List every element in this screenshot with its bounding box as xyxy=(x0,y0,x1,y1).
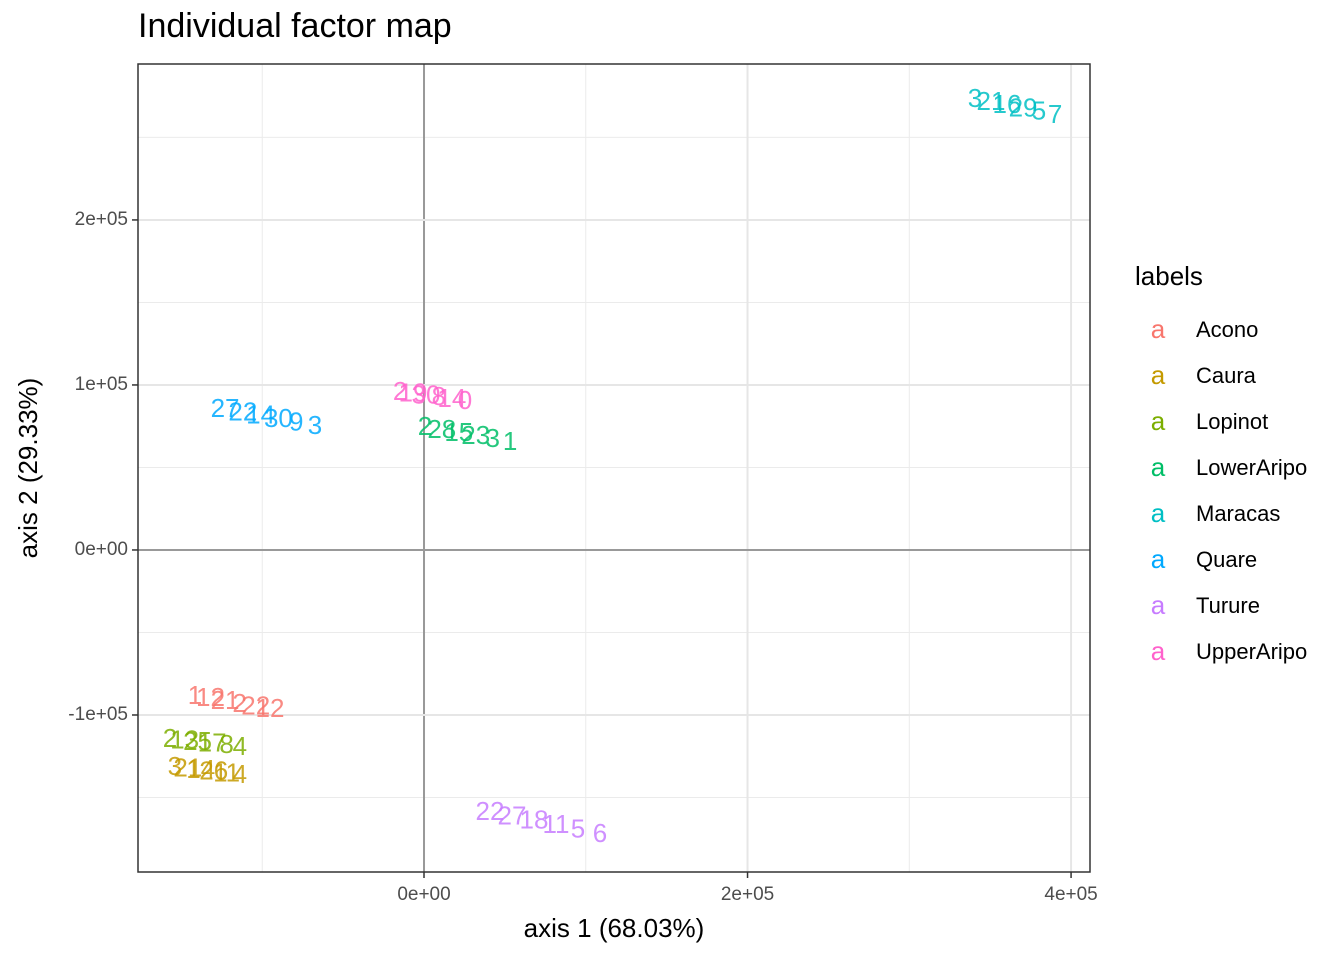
point-label: 29 xyxy=(1009,92,1038,122)
legend-key: a xyxy=(1151,314,1166,344)
point-label: 0 xyxy=(458,385,472,415)
point-label: 16 xyxy=(993,89,1022,119)
y-tick-label: -1e+05 xyxy=(68,704,128,725)
point-label: 12 xyxy=(196,682,225,712)
point-label: 30 xyxy=(411,379,440,409)
y-axis-title: axis 2 (29.33%) xyxy=(13,378,43,559)
point-label: 3 xyxy=(168,751,182,781)
y-tick-label: 1e+05 xyxy=(75,374,128,395)
point-label: 1 xyxy=(503,426,517,456)
point-label: 22 xyxy=(241,690,270,720)
point-label: 27 xyxy=(211,393,240,423)
point-label: 5 xyxy=(571,813,585,843)
point-label: 21 xyxy=(977,86,1006,116)
legend-label: UpperAripo xyxy=(1196,639,1307,664)
point-label: 14 xyxy=(186,754,215,784)
legend-label: LowerAripo xyxy=(1196,455,1307,480)
point-label: 2 xyxy=(393,376,407,406)
x-tick-label: 2e+05 xyxy=(721,884,774,905)
y-tick-label: 0e+00 xyxy=(75,539,128,560)
point-label: 1 xyxy=(188,680,202,710)
legend-key: a xyxy=(1151,590,1166,620)
point-label: 26 xyxy=(199,756,228,786)
x-axis-title: axis 1 (68.03%) xyxy=(524,913,705,943)
point-label: 7 xyxy=(1048,99,1062,129)
point-label: 8 xyxy=(432,381,446,411)
point-label: 2 xyxy=(418,411,432,441)
point-label: 25 xyxy=(183,726,212,756)
point-label: 23 xyxy=(461,420,490,450)
legend-label: Maracas xyxy=(1196,501,1280,526)
legend-label: Acono xyxy=(1196,317,1258,342)
point-label: 9 xyxy=(289,406,303,436)
chart-title: Individual factor map xyxy=(138,7,452,45)
legend-key: a xyxy=(1151,406,1166,436)
point-label: 14 xyxy=(246,400,275,430)
point-label: 17 xyxy=(198,728,227,758)
legend-key: a xyxy=(1151,544,1166,574)
legend-key: a xyxy=(1151,452,1166,482)
point-label: 4 xyxy=(233,731,247,761)
legend-title: labels xyxy=(1135,261,1203,291)
legend-label: Turure xyxy=(1196,593,1260,618)
legend-label: Quare xyxy=(1196,547,1257,572)
point-label: 6 xyxy=(593,818,607,848)
point-label: 19 xyxy=(399,378,428,408)
point-label: 18 xyxy=(520,805,549,835)
point-label: 8 xyxy=(219,729,233,759)
legend-label: Lopinot xyxy=(1196,409,1268,434)
point-label: 2 xyxy=(232,688,246,718)
point-label: 3 xyxy=(968,83,982,113)
x-tick-label: 0e+00 xyxy=(397,884,450,905)
point-label: 21 xyxy=(211,685,240,715)
point-label: 22 xyxy=(228,396,257,426)
point-label: 11 xyxy=(213,757,240,787)
y-tick-label: 2e+05 xyxy=(75,209,128,230)
x-tick-label: 4e+05 xyxy=(1044,884,1097,905)
point-label: 12 xyxy=(256,693,285,723)
point-label: 30 xyxy=(264,403,293,433)
point-label: 3 xyxy=(308,410,322,440)
point-label: 13 xyxy=(170,725,199,755)
point-label: 2 xyxy=(163,723,177,753)
point-label: 4 xyxy=(233,759,247,789)
point-label: 27 xyxy=(498,800,527,830)
point-label: 14 xyxy=(437,383,466,413)
point-label: 22 xyxy=(476,796,505,826)
legend-key: a xyxy=(1151,360,1166,390)
legend-key: a xyxy=(1151,636,1166,666)
legend-label: Caura xyxy=(1196,363,1257,388)
point-label: 15 xyxy=(444,417,473,447)
point-label: 3 xyxy=(486,423,500,453)
point-label: 21 xyxy=(173,752,202,782)
plot-border xyxy=(137,63,1091,873)
point-label: 11 xyxy=(543,809,570,839)
legend-key: a xyxy=(1151,498,1166,528)
point-label: 28 xyxy=(427,414,456,444)
point-label: 5 xyxy=(1032,96,1046,126)
